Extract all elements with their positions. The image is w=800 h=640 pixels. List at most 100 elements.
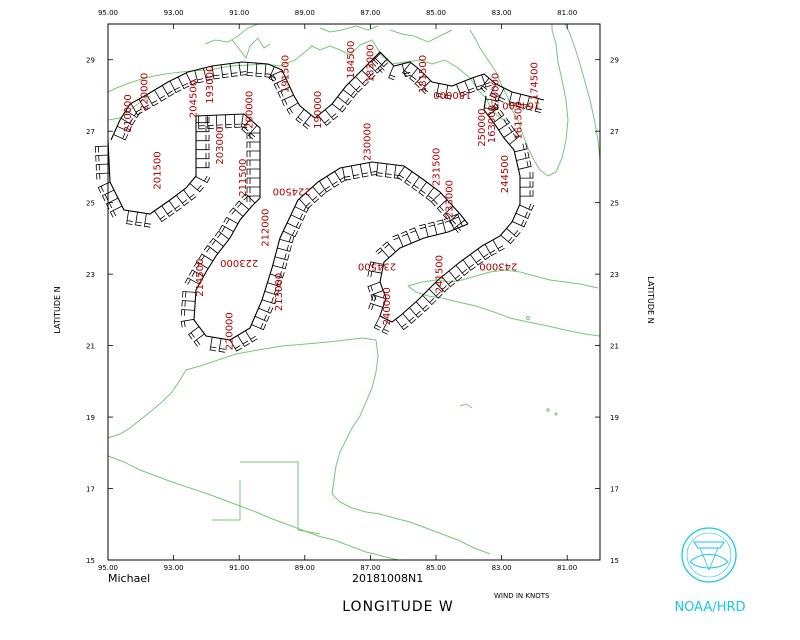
lat-tick-label-right: 25 [610,200,619,208]
wind-barb [519,203,535,211]
lat-tick-label-right: 27 [610,128,619,136]
wind-barb [255,63,263,77]
wind-barb [279,235,295,244]
wind-barb [196,134,210,142]
wind-barb [371,294,386,302]
wind-barb [469,254,484,266]
lat-tick-label-right: 21 [610,343,619,351]
y-axis-label-right: LATITUDE N [646,276,655,323]
wind-barb [480,77,490,93]
wind-barb [240,113,248,129]
wind-barb [206,115,214,129]
wind-barb [396,166,406,181]
track-time-label: 161500 [513,101,524,139]
wind-barb [427,221,438,235]
track-time-label: 210000 [123,94,134,132]
wind-barb [302,114,312,130]
wind-barb [214,230,230,240]
wind-barb [319,180,332,193]
wind-barb [477,248,491,261]
wind-barb [455,265,470,276]
lat-tick-label-right: 17 [610,486,619,494]
track-time-label: 170000 [490,73,501,111]
wind-barb [418,181,428,197]
wind-barb [420,80,431,95]
lon-tick-label-top: 83.00 [492,9,512,17]
wind-barb [342,89,358,99]
wind-barb [273,78,287,90]
wind-barb [246,62,254,77]
wind-barb [196,143,210,151]
wind-barb [267,279,282,288]
wind-barb [211,65,220,80]
track-time-label: 244500 [500,155,511,193]
track-time-label: 224500 [273,185,311,196]
track-time-label: 233000 [444,180,455,218]
wind-barb [229,63,238,77]
wind-barb [451,213,463,227]
wind-barb [241,193,256,204]
wind-barb [312,186,326,198]
wind-barb [135,212,142,227]
wind-barb [444,85,452,100]
wind-barb [375,162,383,177]
y-axis-label-left: LATITUDE N [53,286,62,333]
wind-barb [193,261,209,269]
wind-barb [498,117,511,131]
track-time-label: 231500 [431,148,442,186]
wind-barb [290,213,306,221]
wind-barb [101,189,115,202]
wind-barb [464,80,476,94]
track-time-label: 223000 [220,257,258,268]
wind-barb [182,291,196,298]
wind-barb [342,167,351,181]
wind-barb [443,216,455,230]
wind-barb [161,205,175,217]
wind-barb [246,150,260,157]
wind-barb [246,132,260,139]
wind-barb [261,296,277,305]
wind-barbs [94,52,542,353]
noaa-logo [681,527,737,583]
lat-tick-label-left: 25 [86,200,95,208]
wind-barb [484,244,497,257]
wind-barb [180,309,195,316]
wind-barb [509,131,520,145]
wind-barb [161,85,175,98]
wind-barb [436,199,448,214]
wind-barb [175,194,190,207]
lon-tick-label-bottom: 85.00 [426,564,446,572]
lon-tick-label-top: 93.00 [164,9,184,17]
wind-barb [286,221,302,230]
wind-barb [181,300,196,307]
wind-barb [442,206,454,220]
wind-barb [233,114,241,128]
wind-barb [371,52,382,67]
track-time-label: 164500 [502,100,540,111]
wind-barb [428,288,443,299]
flight-id: 20181008N1 [352,572,423,585]
lon-tick-label-bottom: 93.00 [164,564,184,572]
track-time-label: 243000 [479,260,517,271]
wind-barb [326,176,340,188]
wind-barb [185,72,198,86]
lon-tick-label-top: 81.00 [557,9,577,17]
lat-tick-label-left: 21 [86,343,95,351]
wind-barb [283,229,298,238]
lon-tick-label-top: 91.00 [229,9,249,17]
wind-barb [194,70,204,84]
wind-barb [430,192,442,207]
wind-barb [436,219,446,233]
wind-barb [247,125,258,140]
wind-barb [126,210,134,225]
track-time-label: 220000 [225,312,236,350]
lon-tick-label-top: 95.00 [98,9,118,17]
wind-barb [337,96,352,106]
lat-tick-label-left: 29 [86,57,95,65]
wind-barb [493,109,505,124]
wind-barb [409,67,419,83]
track-time-label: 211500 [238,159,249,197]
wind-barb [269,271,285,279]
track-time-label: 183000 [366,44,377,82]
